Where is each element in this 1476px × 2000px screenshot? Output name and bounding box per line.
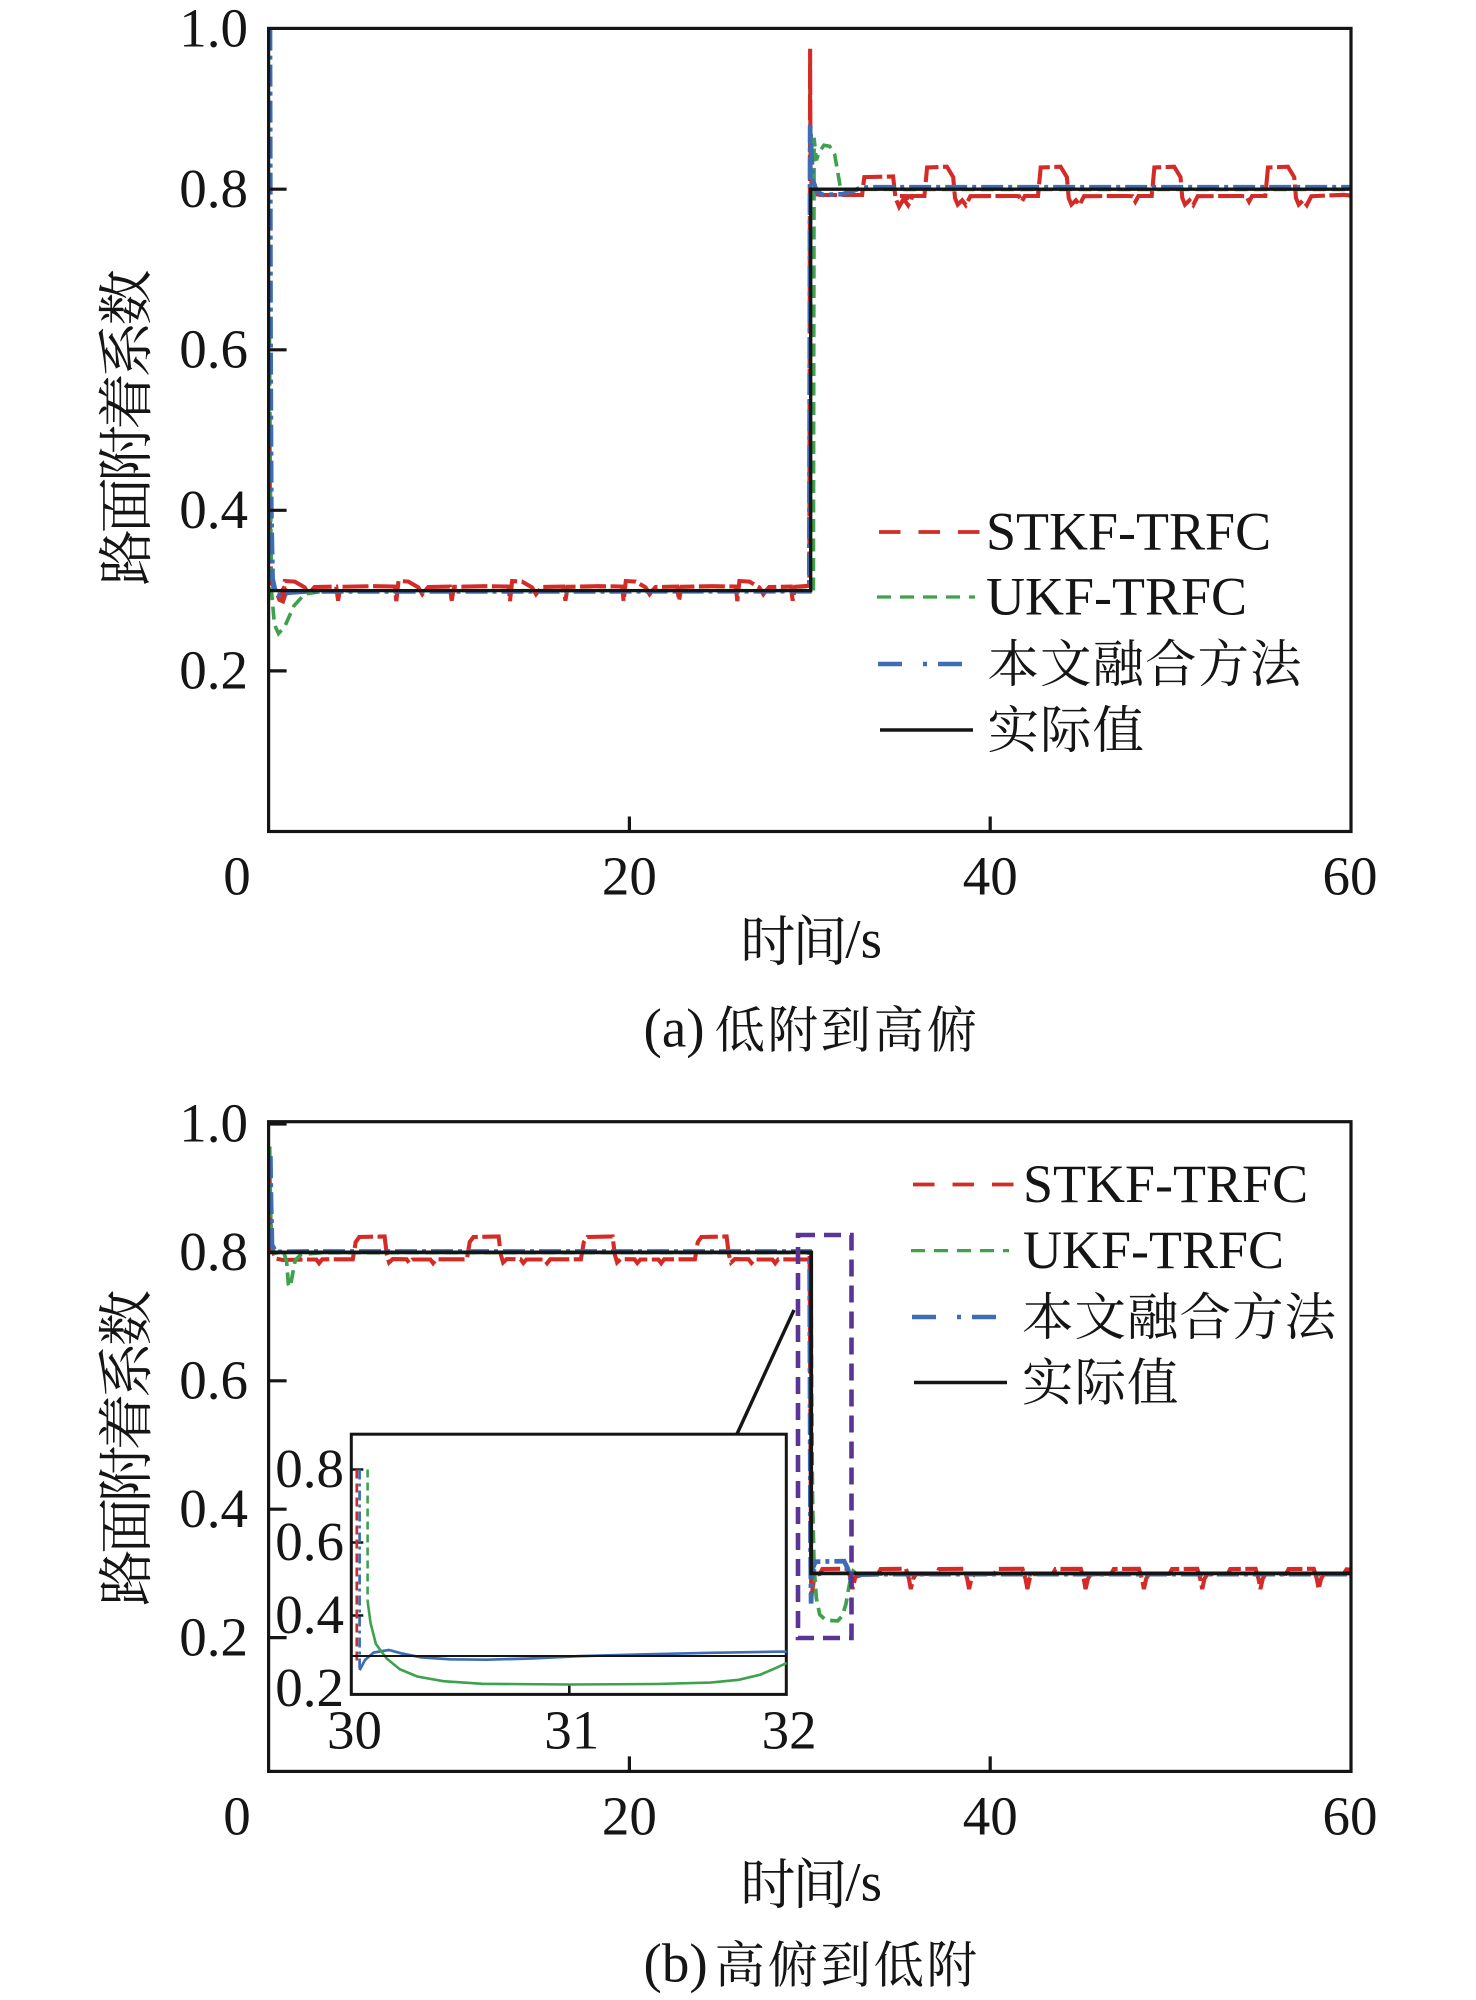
svg-text:(b): (b) bbox=[644, 1933, 708, 1994]
svg-text:1.0: 1.0 bbox=[179, 0, 248, 58]
svg-text:0.2: 0.2 bbox=[275, 1657, 344, 1718]
svg-text:/s: /s bbox=[845, 909, 882, 970]
svg-text:0.4: 0.4 bbox=[179, 1478, 248, 1539]
svg-text:1.0: 1.0 bbox=[179, 1093, 248, 1154]
svg-text:0.6: 0.6 bbox=[275, 1511, 344, 1572]
svg-text:UKF-TRFC: UKF-TRFC bbox=[1023, 1220, 1284, 1280]
svg-text:STKF-TRFC: STKF-TRFC bbox=[986, 501, 1271, 561]
svg-text:0.6: 0.6 bbox=[179, 1350, 248, 1411]
svg-text:31: 31 bbox=[544, 1700, 599, 1761]
svg-text:0.8: 0.8 bbox=[179, 158, 248, 219]
svg-text:STKF-TRFC: STKF-TRFC bbox=[1023, 1154, 1308, 1214]
svg-text:0.8: 0.8 bbox=[179, 1221, 248, 1282]
svg-text:0.8: 0.8 bbox=[275, 1438, 344, 1499]
svg-text:(a): (a) bbox=[644, 998, 705, 1059]
svg-text:0.4: 0.4 bbox=[179, 479, 248, 540]
svg-text:20: 20 bbox=[602, 846, 657, 907]
svg-text:32: 32 bbox=[762, 1700, 817, 1761]
svg-text:0: 0 bbox=[223, 846, 251, 907]
svg-text:0.2: 0.2 bbox=[179, 640, 248, 701]
svg-text:0: 0 bbox=[223, 1786, 251, 1847]
svg-text:40: 40 bbox=[963, 1786, 1018, 1847]
svg-text:60: 60 bbox=[1323, 846, 1378, 907]
svg-text:0.4: 0.4 bbox=[275, 1584, 344, 1645]
svg-text:0.2: 0.2 bbox=[179, 1606, 248, 1667]
svg-text:30: 30 bbox=[327, 1700, 382, 1761]
svg-text:/s: /s bbox=[845, 1852, 882, 1913]
svg-text:20: 20 bbox=[602, 1786, 657, 1847]
svg-text:0.6: 0.6 bbox=[179, 319, 248, 380]
svg-text:UKF-TRFC: UKF-TRFC bbox=[986, 566, 1247, 626]
svg-text:40: 40 bbox=[963, 846, 1018, 907]
svg-text:60: 60 bbox=[1323, 1786, 1378, 1847]
